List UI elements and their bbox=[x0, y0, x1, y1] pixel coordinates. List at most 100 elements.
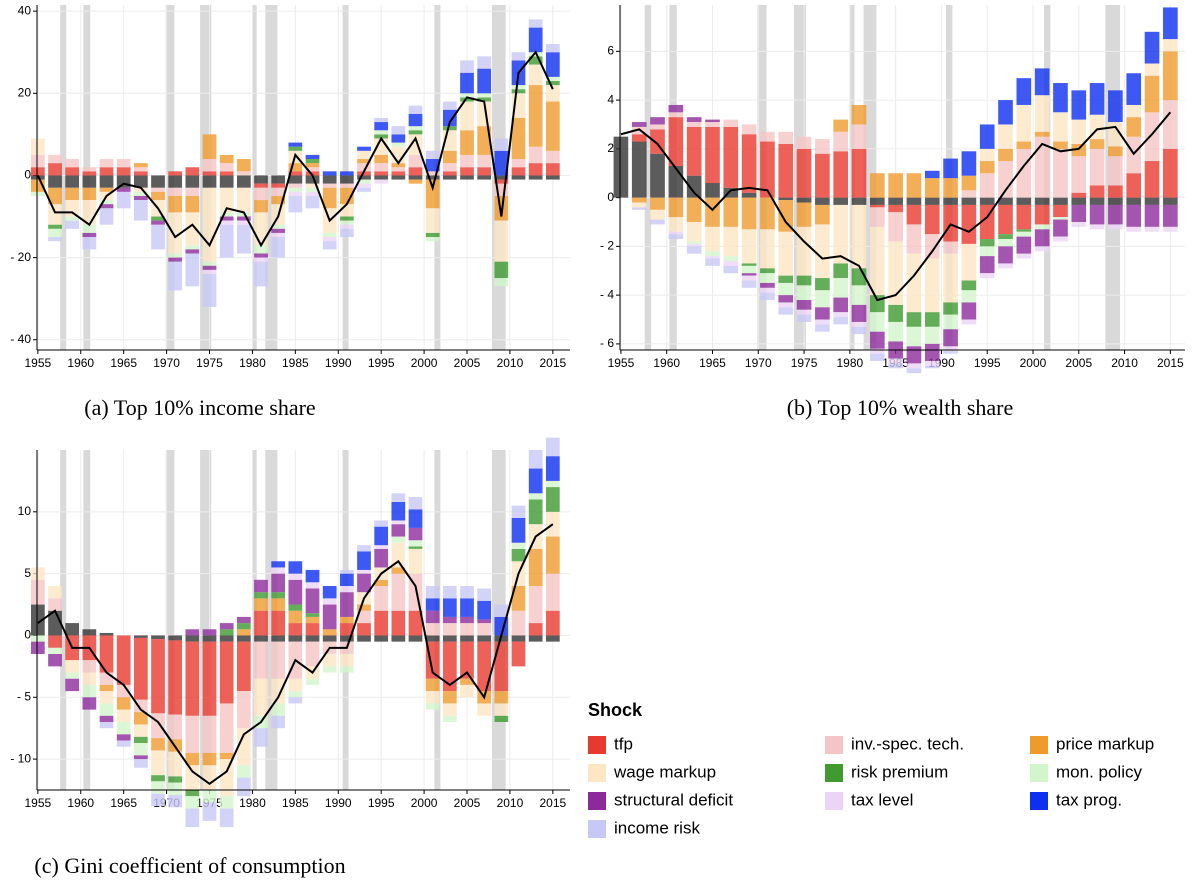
shock-bar bbox=[357, 146, 371, 151]
shock-bar bbox=[305, 154, 320, 160]
shock-bar bbox=[99, 187, 114, 192]
shock-bar bbox=[425, 171, 440, 176]
shock-bar bbox=[511, 159, 526, 168]
shock-bar bbox=[202, 641, 217, 716]
shock-bar bbox=[511, 117, 526, 160]
shock-bar bbox=[322, 237, 337, 242]
shock-bar bbox=[391, 542, 406, 568]
shock-bar bbox=[979, 173, 995, 198]
shock-bar bbox=[65, 216, 80, 221]
initial-bar bbox=[322, 635, 337, 642]
shock-bar bbox=[339, 654, 354, 667]
initial-bar bbox=[460, 175, 474, 180]
shock-bar bbox=[151, 750, 165, 776]
shock-bar bbox=[1089, 204, 1105, 225]
shock-bar bbox=[374, 520, 389, 527]
shock-bar bbox=[833, 263, 849, 279]
shock-bar bbox=[1034, 229, 1050, 247]
initial-bar bbox=[1053, 197, 1068, 205]
shock-bar bbox=[760, 229, 775, 269]
shock-bar bbox=[494, 179, 509, 184]
shock-bar bbox=[906, 204, 922, 225]
shock-bar bbox=[374, 154, 389, 164]
shock-bar bbox=[741, 273, 757, 276]
shock-bar bbox=[961, 290, 977, 303]
shock-bar bbox=[339, 224, 354, 229]
shock-bar bbox=[796, 314, 812, 322]
shock-bar bbox=[723, 265, 739, 274]
shock-bar bbox=[82, 224, 97, 233]
shock-bar bbox=[374, 548, 389, 568]
shock-bar bbox=[236, 216, 251, 221]
shock-bar bbox=[408, 540, 423, 547]
shock-bar bbox=[151, 187, 165, 192]
initial-bar bbox=[151, 635, 165, 640]
shock-bar bbox=[1016, 141, 1032, 149]
legend-label: risk premium bbox=[851, 762, 948, 781]
shock-bar bbox=[511, 167, 526, 176]
shock-bar bbox=[288, 579, 303, 605]
shock-bar bbox=[408, 154, 423, 168]
shock-bar bbox=[477, 126, 492, 155]
shock-bar bbox=[202, 261, 217, 266]
shock-bar bbox=[1016, 204, 1032, 230]
initial-bar bbox=[888, 197, 903, 205]
x-tick-label: 1995 bbox=[368, 796, 395, 810]
shock-bar bbox=[961, 319, 977, 325]
y-tick-label: - 4 bbox=[600, 287, 614, 301]
shock-bar bbox=[271, 567, 286, 574]
shock-bar bbox=[460, 616, 474, 624]
shock-bar bbox=[116, 709, 131, 722]
shock-bar bbox=[686, 122, 702, 127]
shock-bar bbox=[408, 113, 423, 127]
shock-bar bbox=[796, 226, 812, 276]
shock-bar bbox=[391, 171, 406, 176]
shock-bar bbox=[511, 518, 526, 543]
initial-bar bbox=[979, 197, 995, 205]
shock-bar bbox=[65, 187, 80, 201]
shock-bar bbox=[1144, 204, 1160, 227]
legend-swatch bbox=[825, 736, 843, 754]
shock-bar bbox=[185, 765, 200, 790]
shock-bar bbox=[219, 641, 234, 704]
shock-bar bbox=[339, 623, 354, 636]
shock-bar bbox=[723, 119, 739, 127]
shock-bar bbox=[979, 124, 995, 149]
shock-bar bbox=[815, 224, 830, 279]
shock-bar bbox=[1163, 7, 1178, 40]
shock-bar bbox=[48, 237, 62, 242]
recession-band bbox=[60, 5, 67, 350]
x-tick-label: 1955 bbox=[25, 796, 52, 810]
shock-bar bbox=[288, 163, 303, 172]
shock-bar bbox=[1126, 173, 1142, 198]
legend-label: tax level bbox=[851, 790, 913, 809]
legend-swatch bbox=[1030, 792, 1048, 810]
shock-bar bbox=[924, 204, 940, 235]
shock-bar bbox=[1144, 31, 1160, 64]
shock-bar bbox=[357, 604, 371, 611]
shock-bar bbox=[924, 178, 940, 198]
shock-bar bbox=[494, 691, 509, 704]
initial-bar bbox=[1016, 197, 1032, 205]
shock-bar bbox=[924, 360, 940, 366]
shock-bar bbox=[168, 187, 183, 196]
initial-bar bbox=[185, 175, 200, 188]
shock-bar bbox=[271, 610, 286, 636]
shock-bar bbox=[151, 775, 165, 782]
initial-bar bbox=[528, 175, 543, 180]
initial-bar bbox=[511, 175, 526, 180]
shock-bar bbox=[305, 167, 320, 172]
shock-bar bbox=[133, 743, 148, 756]
shock-bar bbox=[528, 623, 543, 636]
shock-bar bbox=[30, 154, 45, 168]
shock-bar bbox=[82, 684, 97, 698]
shock-bar bbox=[391, 536, 406, 543]
shock-bar bbox=[133, 163, 148, 168]
shock-bar bbox=[185, 249, 200, 254]
initial-bar bbox=[906, 197, 922, 205]
shock-bar bbox=[686, 126, 702, 176]
recession-band bbox=[165, 450, 175, 790]
shock-bar bbox=[391, 163, 406, 168]
legend-swatch bbox=[825, 792, 843, 810]
shock-bar bbox=[219, 154, 234, 164]
